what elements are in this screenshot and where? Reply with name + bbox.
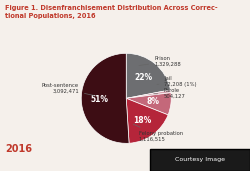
Wedge shape bbox=[126, 93, 171, 115]
Text: Parole
504,127: Parole 504,127 bbox=[154, 88, 185, 99]
Text: Felony probation
1,116,515: Felony probation 1,116,515 bbox=[133, 124, 183, 142]
Wedge shape bbox=[126, 90, 171, 98]
Wedge shape bbox=[81, 53, 129, 143]
Text: 18%: 18% bbox=[133, 116, 151, 125]
Text: 8%: 8% bbox=[146, 97, 160, 106]
Text: Prison
1,329,288: Prison 1,329,288 bbox=[139, 56, 181, 67]
Wedge shape bbox=[126, 98, 168, 143]
Text: 22%: 22% bbox=[134, 73, 152, 82]
Text: 51%: 51% bbox=[90, 95, 108, 104]
Wedge shape bbox=[126, 53, 170, 98]
Text: 2016: 2016 bbox=[5, 144, 32, 154]
Text: Post-sentence
3,092,471: Post-sentence 3,092,471 bbox=[42, 83, 94, 96]
Text: Courtesy Image: Courtesy Image bbox=[175, 157, 225, 162]
Text: Figure 1. Disenfranchisement Distribution Across Correc-
tional Populations, 201: Figure 1. Disenfranchisement Distributio… bbox=[5, 5, 218, 19]
Text: Jail
72,208 (1%): Jail 72,208 (1%) bbox=[157, 76, 197, 87]
